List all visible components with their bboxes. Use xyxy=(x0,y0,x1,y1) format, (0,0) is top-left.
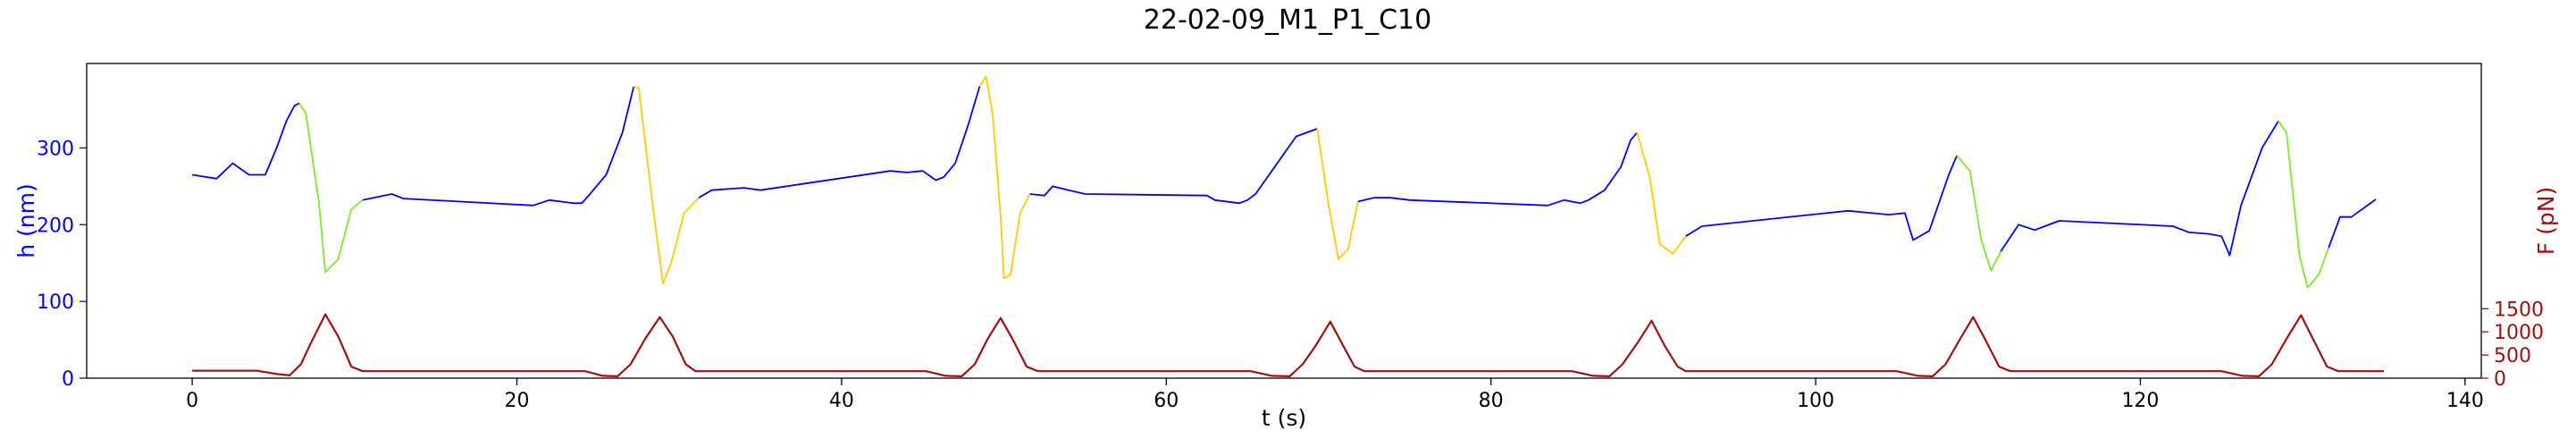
height-line-segment xyxy=(2278,120,2330,289)
x-tick-label: 80 xyxy=(1479,390,1504,412)
height-line-segment xyxy=(1029,128,1318,205)
right-y-tick-label: 1500 xyxy=(2494,299,2544,321)
x-axis-label: t (s) xyxy=(1262,405,1306,431)
x-tick-label: 0 xyxy=(186,390,198,412)
right-y-axis-label: F (pN) xyxy=(2533,187,2559,255)
axes-frame xyxy=(86,63,2482,379)
left-y-tick-label: 200 xyxy=(37,215,74,237)
left-y-tick-label: 100 xyxy=(37,291,74,314)
height-line-segment xyxy=(362,86,635,207)
height-line-segment xyxy=(978,75,1031,280)
height-line-segment xyxy=(634,85,700,285)
left-y-axis: 0 100 200 300 xyxy=(37,138,87,391)
height-line-segment xyxy=(1685,155,1958,241)
right-y-tick-label: 0 xyxy=(2494,368,2506,391)
chart-title: 22-02-09_M1_P1_C10 xyxy=(1144,4,1431,36)
left-y-tick-label: 0 xyxy=(62,368,74,391)
x-axis: 0 20 40 60 80 100 120 140 xyxy=(186,378,2484,412)
height-line-segment xyxy=(2328,198,2377,249)
right-y-tick-label: 1000 xyxy=(2494,322,2544,344)
height-line-segment xyxy=(1956,155,2002,272)
x-tick-label: 20 xyxy=(504,390,529,412)
height-line-segment xyxy=(1357,131,1638,207)
x-tick-label: 60 xyxy=(1154,390,1179,412)
left-y-axis-label: h (nm) xyxy=(13,183,39,258)
height-line-segment xyxy=(191,102,300,180)
height-line-segment xyxy=(2000,120,2279,257)
height-line-segment xyxy=(1636,132,1687,255)
height-line-segment xyxy=(298,103,364,274)
right-y-tick-label: 500 xyxy=(2494,345,2531,367)
height-line-segment xyxy=(698,86,981,198)
plot-area xyxy=(191,75,2384,377)
left-y-tick-label: 300 xyxy=(37,138,74,160)
force-series xyxy=(192,313,2384,377)
x-tick-label: 120 xyxy=(2121,390,2159,412)
x-tick-label: 40 xyxy=(829,390,854,412)
height-line-segment xyxy=(1316,128,1359,260)
height-series xyxy=(191,75,2377,289)
x-tick-label: 100 xyxy=(1797,390,1834,412)
force-line-segment xyxy=(192,313,2384,377)
x-tick-label: 140 xyxy=(2446,390,2484,412)
